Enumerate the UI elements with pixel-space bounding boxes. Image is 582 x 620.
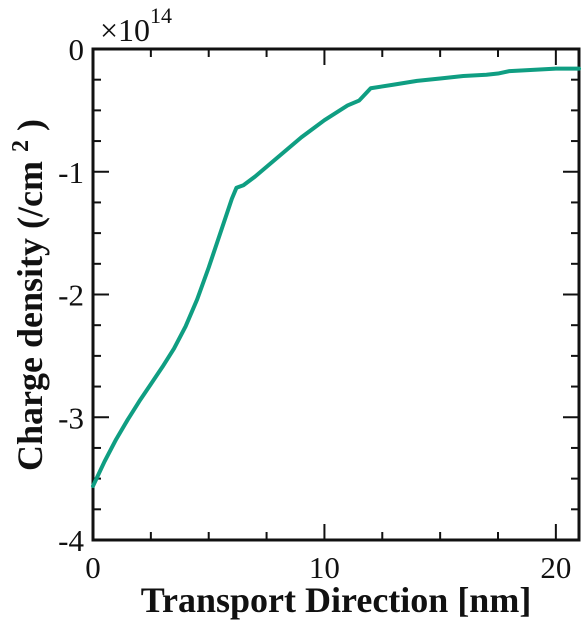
- y-tick-label: 0: [69, 32, 85, 67]
- x-tick-label: 20: [540, 550, 571, 585]
- y-tick-label: -1: [58, 155, 84, 190]
- charge-density-line: [91, 66, 581, 488]
- series-group: [91, 66, 581, 488]
- ticks-group: 0 10 20 0 -1 -2 -3 -4: [58, 32, 579, 585]
- y-axis-label-superscript: 2: [8, 140, 34, 152]
- y-multiplier-exponent: 14: [150, 3, 172, 28]
- y-tick-label: -3: [58, 400, 84, 435]
- y-tick-label: -2: [58, 278, 84, 313]
- x-axis-label: Transport Direction [nm]: [141, 580, 532, 620]
- x-tick-label: 10: [309, 550, 340, 585]
- y-multiplier: ×10: [100, 12, 150, 48]
- y-tick-label: -4: [58, 523, 84, 558]
- x-tick-label: 0: [85, 550, 101, 585]
- y-axis-label-suffix: ): [10, 119, 50, 131]
- y-axis-label-main: Charge density (/cm: [10, 161, 50, 471]
- y-axis-label: Charge density (/cm 2 ): [0, 119, 50, 471]
